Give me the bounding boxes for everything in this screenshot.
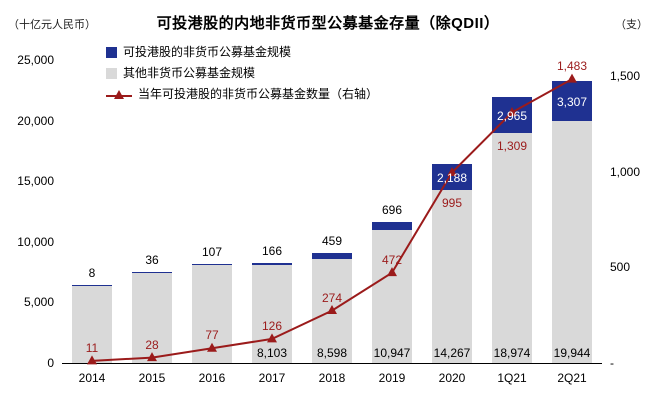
- triangle-marker: [147, 352, 157, 362]
- triangle-marker: [327, 305, 337, 315]
- fund-count-line-series: [87, 73, 577, 365]
- bar-label-other-funds: 10,947: [373, 346, 411, 360]
- bar-segment-other-funds: [132, 272, 172, 363]
- bar-label-hk-funds: 3,307: [556, 95, 588, 110]
- bar-segment-other-funds: [492, 133, 532, 363]
- line-value-label: 995: [441, 196, 463, 211]
- x-axis-tick-label: 2015: [138, 371, 166, 385]
- x-axis-tick-label: 1Q21: [497, 371, 527, 385]
- left-axis-tick-label: 0: [47, 356, 54, 370]
- bar-segment-hk-funds: [372, 221, 412, 231]
- bar-segment-other-funds: [252, 264, 292, 363]
- bar-segment-hk-funds: [192, 263, 232, 265]
- plot-area: 8 36 107 8,103 166 8,598 459 10,947 696 14,267 2,1…: [62, 59, 602, 365]
- line-value-label: 126: [261, 318, 283, 333]
- x-axis-tick-label: 2014: [78, 371, 106, 385]
- line-value-label: 11: [85, 340, 99, 355]
- triangle-marker: [567, 73, 577, 83]
- bar-label-hk-funds: 166: [261, 243, 283, 258]
- line-value-label: 77: [205, 328, 219, 343]
- line-value-label: 1,309: [496, 139, 528, 154]
- right-axis-tick-label: -: [610, 356, 614, 370]
- left-axis-tick-label: 5,000: [23, 295, 54, 310]
- x-axis-tick-label: 2019: [378, 371, 406, 385]
- triangle-marker: [387, 267, 397, 277]
- legend-line-triangle-marker: [106, 89, 132, 101]
- x-axis-tick-label: 2020: [438, 371, 466, 385]
- legend-label-hk-fund-scale: 可投港股的非货币公募基金规模: [123, 45, 292, 59]
- x-axis-tick-label: 2016: [198, 371, 226, 385]
- bar-segment-other-funds: [552, 121, 592, 363]
- legend-triangle-icon: [114, 89, 124, 99]
- legend-label-fund-count: 当年可投港股的非货币公募基金数量（右轴）: [138, 87, 379, 101]
- legend-swatch-navy: [106, 47, 117, 58]
- triangle-marker: [87, 355, 97, 365]
- bar-label-hk-funds: 459: [321, 234, 343, 249]
- line-value-label: 1,483: [556, 59, 588, 74]
- legend-item-hk-fund-scale: 可投港股的非货币公募基金规模: [106, 46, 378, 59]
- bar-label-other-funds: 8,598: [316, 346, 348, 360]
- bar-segment-hk-funds: [552, 81, 592, 122]
- right-axis-tick-label: 1,000: [610, 164, 641, 179]
- bar-segment-other-funds: [432, 190, 472, 363]
- legend-item-other-fund-scale: 其他非货币公募基金规模: [106, 67, 378, 80]
- left-axis-unit-label: （十亿元人民币）: [8, 19, 96, 31]
- bar-segment-hk-funds: [252, 262, 292, 265]
- legend-label-other-fund-scale: 其他非货币公募基金规模: [123, 66, 256, 80]
- bar-label-hk-funds: 696: [381, 202, 403, 217]
- triangle-marker: [267, 333, 277, 343]
- line-value-label: 28: [145, 337, 159, 352]
- triangle-marker: [447, 167, 457, 177]
- legend-swatch-gray: [106, 68, 117, 79]
- bar-label-other-funds: 19,944: [553, 346, 591, 360]
- bar-label-hk-funds: 36: [145, 253, 159, 268]
- x-axis-line: [62, 363, 602, 364]
- right-axis-unit-label: （支）: [615, 19, 648, 31]
- left-axis-tick-label: 20,000: [17, 113, 54, 128]
- bar-label-hk-funds: 8: [88, 266, 96, 281]
- left-axis-tick-label: 25,000: [17, 53, 54, 67]
- bar-label-other-funds: 18,974: [493, 346, 531, 360]
- bar-label-hk-funds: 2,965: [496, 109, 528, 124]
- bar-label-other-funds: 8,103: [256, 346, 288, 360]
- bar-segment-hk-funds: [312, 253, 352, 259]
- bar-segment-other-funds: [372, 230, 412, 363]
- line-value-label: 472: [381, 252, 403, 267]
- left-axis-tick-label: 15,000: [17, 174, 54, 189]
- x-axis-tick-label: 2018: [318, 371, 346, 385]
- right-axis-tick-label: 1,500: [610, 68, 641, 83]
- bar-segment-other-funds: [72, 285, 112, 363]
- legend-item-fund-count: 当年可投港股的非货币公募基金数量（右轴）: [106, 88, 378, 101]
- right-axis-tick-label: 500: [610, 260, 631, 275]
- line-value-label: 274: [321, 290, 343, 305]
- triangle-marker: [207, 342, 217, 352]
- x-axis-tick-label: 2017: [258, 371, 286, 385]
- chart-title: 可投港股的内地非货币型公募基金存量（除QDII）: [156, 15, 500, 32]
- x-axis-tick-label: 2Q21: [557, 371, 587, 385]
- bar-label-hk-funds: 2,188: [436, 170, 468, 185]
- triangle-marker: [507, 106, 517, 116]
- legend: 可投港股的非货币公募基金规模 其他非货币公募基金规模 当年可投港股的非货币公募基…: [106, 46, 378, 101]
- left-axis-tick-label: 10,000: [17, 234, 54, 249]
- bar-label-other-funds: 14,267: [433, 346, 471, 360]
- bar-label-hk-funds: 107: [201, 244, 223, 259]
